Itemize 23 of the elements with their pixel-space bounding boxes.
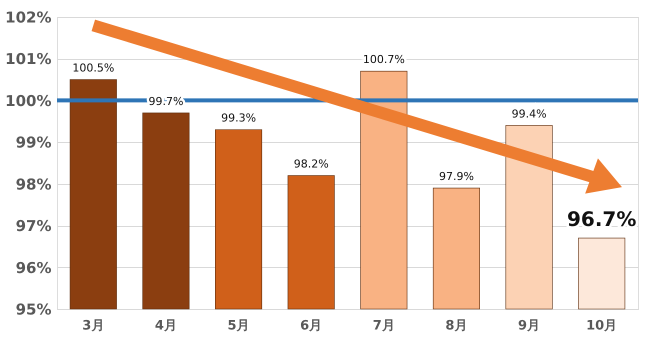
data-label: 97.9% [438,170,474,184]
data-label: 99.4% [512,107,547,120]
y-tick-label: 102% [5,8,52,26]
x-tick-label: 4月 [154,318,177,334]
data-label: 100.5% [72,62,114,75]
y-tick-label: 97% [16,217,52,236]
y-tick-label: 95% [16,300,52,318]
y-tick-label: 99% [16,134,52,152]
x-tick-label: 6月 [300,318,322,334]
x-tick-label: 7月 [372,318,395,334]
data-label: 100.7% [362,53,405,66]
y-tick-label: 98% [16,175,52,194]
data-label: 96.7% [566,207,636,232]
y-tick-label: 96% [16,258,52,277]
x-tick-label: 10月 [586,318,618,334]
x-tick-label: 9月 [518,318,540,334]
x-tick-label: 8月 [445,318,468,334]
y-tick-label: 101% [5,50,52,68]
y-tick-label: 100% [5,92,52,110]
data-label: 99.3% [221,112,256,125]
x-tick-label: 3月 [82,318,104,334]
data-label: 98.2% [294,158,329,171]
x-tick-label: 5月 [228,318,250,334]
